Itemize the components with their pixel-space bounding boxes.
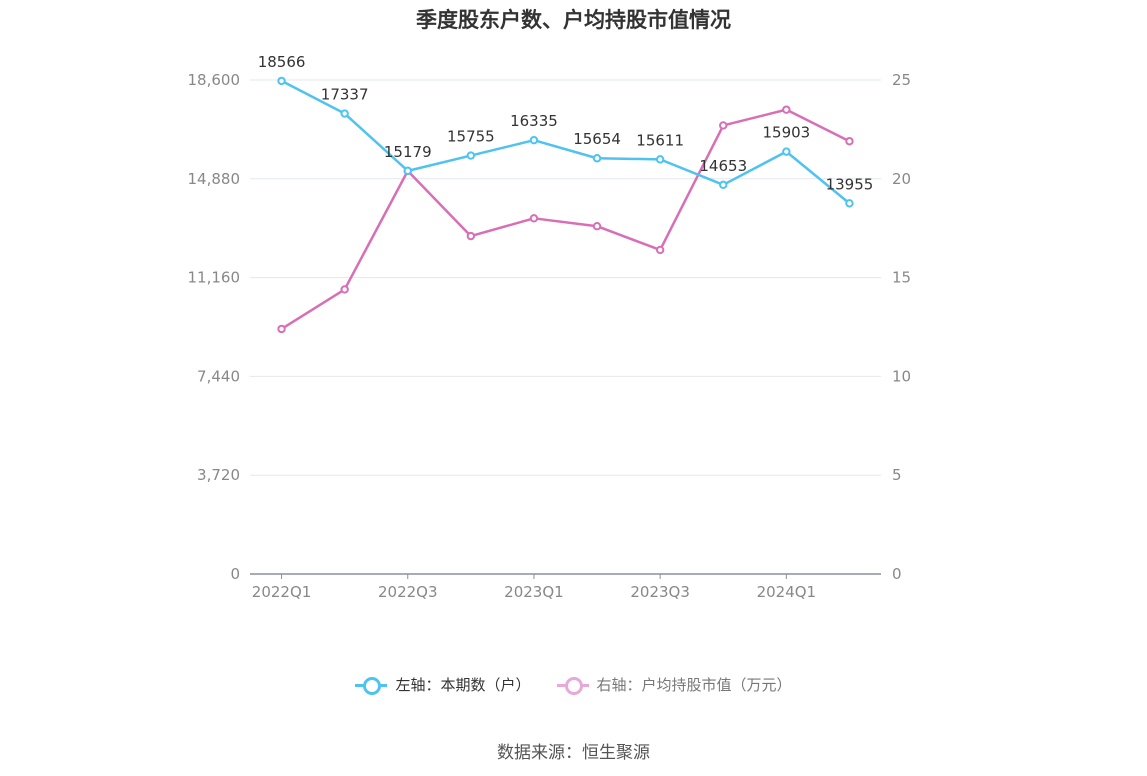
y-right-tick-label: 25 xyxy=(892,71,911,89)
x-tick-label: 2022Q1 xyxy=(252,583,312,601)
x-tick-label: 2023Q3 xyxy=(630,583,690,601)
left-data-label: 15903 xyxy=(762,124,810,142)
y-left-tick-label: 14,880 xyxy=(188,170,241,188)
y-right-tick-label: 15 xyxy=(892,269,911,287)
legend: 左轴：本期数（户） 右轴：户均持股市值（万元） xyxy=(0,674,1147,695)
left-series-point xyxy=(782,147,791,156)
y-right-tick-label: 20 xyxy=(892,170,911,188)
y-left-tick-label: 3,720 xyxy=(197,466,240,484)
y-right-tick-label: 10 xyxy=(892,367,911,385)
left-data-label: 15654 xyxy=(573,130,621,148)
right-series-point xyxy=(529,214,539,223)
y-left-tick-label: 7,440 xyxy=(197,367,240,385)
right-series-point xyxy=(340,285,349,294)
left-data-label: 13955 xyxy=(826,175,874,193)
legend-right-marker-icon xyxy=(556,675,589,695)
legend-right-label: 右轴：户均持股市值（万元） xyxy=(596,676,792,694)
legend-left-label: 左轴：本期数（户） xyxy=(395,676,531,694)
left-series-point xyxy=(655,155,665,164)
y-right-tick-label: 5 xyxy=(892,466,902,484)
left-series-point xyxy=(719,180,728,190)
x-tick-label: 2022Q3 xyxy=(378,583,438,601)
left-data-label: 14653 xyxy=(699,157,747,175)
y-left-tick-label: 11,160 xyxy=(188,269,241,287)
right-series-point xyxy=(277,324,286,334)
chart-title: 季度股东户数、户均持股市值情况 xyxy=(416,8,731,32)
right-series-point xyxy=(592,222,602,231)
legend-left-marker-icon xyxy=(355,675,388,695)
y-left-tick-label: 0 xyxy=(230,565,240,583)
right-series-line xyxy=(280,108,851,331)
right-series-point xyxy=(782,105,791,114)
left-data-label: 18566 xyxy=(258,53,306,71)
x-tick-label: 2024Q1 xyxy=(757,583,817,601)
right-series-point xyxy=(655,245,665,255)
right-series-point xyxy=(466,231,476,241)
source-note: 数据来源：恒生聚源 xyxy=(497,743,650,763)
left-series-line xyxy=(280,79,851,205)
left-series-point xyxy=(592,154,602,163)
legend-item-right-series[interactable]: 右轴：户均持股市值（万元） xyxy=(556,674,792,695)
left-series-point xyxy=(529,135,539,145)
left-series-point xyxy=(277,76,286,86)
x-tick-label: 2023Q1 xyxy=(504,583,564,601)
right-series-point xyxy=(845,137,854,146)
left-data-label: 16335 xyxy=(510,112,558,130)
left-series-point xyxy=(340,109,349,118)
y-right-tick-label: 0 xyxy=(892,565,902,583)
left-series-point xyxy=(845,199,854,208)
left-series-point xyxy=(466,151,476,160)
legend-item-left-series[interactable]: 左轴：本期数（户） xyxy=(355,674,531,695)
right-series-point xyxy=(719,121,728,130)
left-data-label: 15179 xyxy=(384,143,432,161)
y-left-tick-label: 18,600 xyxy=(188,71,241,89)
left-data-label: 15755 xyxy=(447,128,495,146)
left-data-label: 15611 xyxy=(636,131,684,149)
left-series-point xyxy=(403,166,412,176)
left-data-label: 17337 xyxy=(321,86,369,104)
